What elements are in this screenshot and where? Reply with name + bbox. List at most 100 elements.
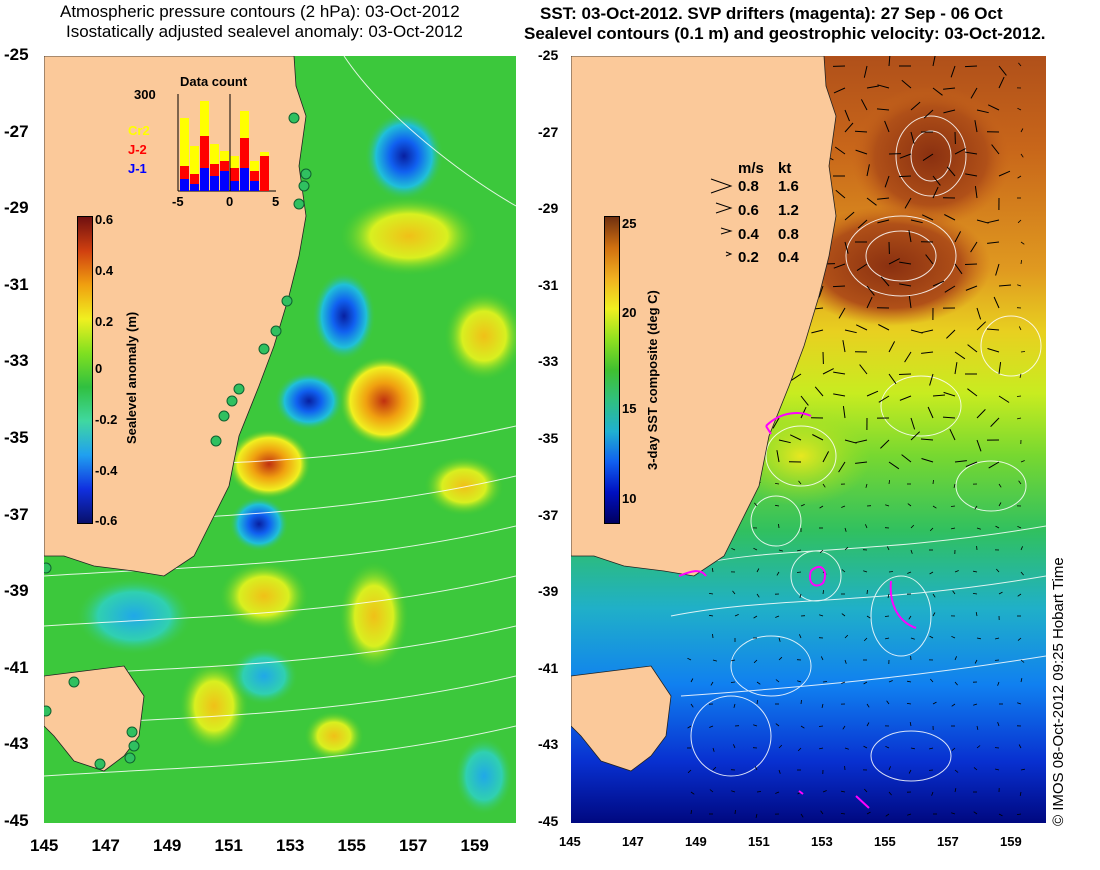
velocity-arrow (690, 678, 694, 683)
velocity-arrow (731, 547, 736, 551)
velocity-arrow (976, 527, 981, 530)
right-ytick: -29 (538, 200, 559, 217)
velocity-arrow (967, 344, 978, 353)
velocity-arrow (857, 219, 868, 229)
velocity-arrow (799, 593, 802, 598)
velocity-arrow (954, 656, 957, 661)
velocity-arrow (844, 659, 847, 664)
velocity-arrow (964, 65, 978, 68)
velocity-arrow (973, 570, 978, 573)
velocity-arrow (1018, 326, 1022, 331)
velocity-arrow (775, 679, 780, 683)
imos-credit: © IMOS 08-Oct-2012 09:25 Hobart Time (1050, 557, 1067, 826)
sst-map-svg (571, 56, 1046, 823)
velocity-arrow (844, 109, 850, 122)
velocity-arrow (877, 197, 890, 200)
velocity-arrow (949, 428, 956, 441)
velocity-arrow (844, 122, 854, 133)
velocity-arrow (888, 680, 893, 683)
velocity-arrow (904, 351, 912, 363)
tasmania-landmass (44, 665, 145, 772)
left-xtick: 157 (399, 836, 428, 855)
velocity-arrow (974, 659, 978, 664)
velocity-arrow (973, 811, 978, 815)
velocity-arrow (833, 371, 846, 375)
inset-xtick-0: 0 (226, 194, 234, 209)
right-xtick: 157 (937, 834, 959, 849)
velocity-arrow (798, 480, 802, 485)
velocity-arrow (907, 571, 912, 574)
inset-xtick-neg5: -5 (172, 194, 184, 209)
velocity-arrow (690, 703, 694, 708)
left-xtick: 155 (337, 836, 366, 855)
right-xtick: 151 (748, 834, 770, 849)
velocity-arrow (814, 386, 824, 397)
velocity-arrow (778, 656, 783, 661)
velocity-arrow (1020, 571, 1024, 576)
velocity-arrow (832, 285, 846, 288)
velocity-legend-arrows (710, 178, 733, 257)
velocity-arrow (970, 87, 978, 99)
velocity-arrow (946, 329, 956, 339)
velocity-arrow (953, 483, 956, 488)
velocity-arrow (974, 186, 978, 199)
right-ytick: -43 (538, 736, 559, 753)
velocity-arrow (800, 725, 805, 729)
velocity-arrow (1017, 284, 1022, 287)
velocity-arrow (954, 351, 966, 360)
velocity-arrow (932, 175, 941, 186)
velocity-arrow (709, 725, 714, 728)
velocity-arrow (887, 593, 890, 598)
velocity-arrow (1017, 417, 1022, 420)
sla-anomaly-blobs (74, 111, 516, 816)
velocity-arrow (822, 790, 827, 793)
velocity-arrow (987, 241, 1000, 244)
velocity-arrow (976, 219, 989, 224)
velocity-arrow (753, 724, 758, 727)
right-ytick: -33 (538, 353, 559, 370)
sla-colorbar-label: Sealevel anomaly (m) (124, 311, 139, 444)
velocity-arrow (954, 263, 963, 275)
velocity-arrow (908, 230, 912, 243)
sla-cbar-tick-5: -0.4 (95, 463, 118, 478)
velocity-arrow (730, 681, 736, 683)
velocity-arrow (932, 593, 936, 598)
velocity-arrow (907, 680, 912, 683)
velocity-arrow (778, 769, 781, 774)
velocity-arrow (952, 590, 956, 595)
velocity-arrow (822, 590, 824, 595)
velocity-arrow (965, 151, 978, 155)
velocity-legend-ms-3: 0.2 (738, 249, 759, 266)
velocity-arrow (864, 788, 868, 793)
velocity-arrow (976, 321, 987, 331)
velocity-arrow (965, 285, 978, 291)
velocity-arrow (908, 769, 912, 774)
velocity-arrow (973, 767, 978, 771)
velocity-arrow (833, 87, 846, 94)
velocity-arrow (855, 439, 868, 444)
velocity-arrow (1019, 373, 1022, 378)
right-ytick: -39 (538, 583, 559, 600)
right-xtick: 155 (874, 834, 896, 849)
velocity-arrow (921, 351, 934, 354)
velocity-arrow (844, 747, 849, 750)
velocity-arrow (878, 324, 890, 331)
velocity-arrow (922, 153, 934, 162)
velocity-arrow (954, 362, 958, 375)
velocity-arrow (1020, 678, 1023, 683)
velocity-arrow (884, 615, 890, 617)
velocity-arrow (886, 546, 890, 551)
left-xtick: 145 (30, 836, 59, 855)
velocity-arrow (998, 483, 1002, 488)
velocity-arrow (927, 406, 934, 419)
velocity-arrow (932, 186, 939, 199)
velocity-arrow (988, 461, 1000, 469)
velocity-arrow (775, 483, 780, 485)
data-count-title: Data count (180, 74, 248, 89)
velocity-arrow (819, 747, 824, 750)
velocity-arrow (1018, 480, 1022, 485)
velocity-arrow (712, 747, 715, 752)
velocity-arrow (907, 813, 912, 816)
velocity-arrow (885, 745, 890, 749)
velocity-arrow (996, 568, 1000, 573)
